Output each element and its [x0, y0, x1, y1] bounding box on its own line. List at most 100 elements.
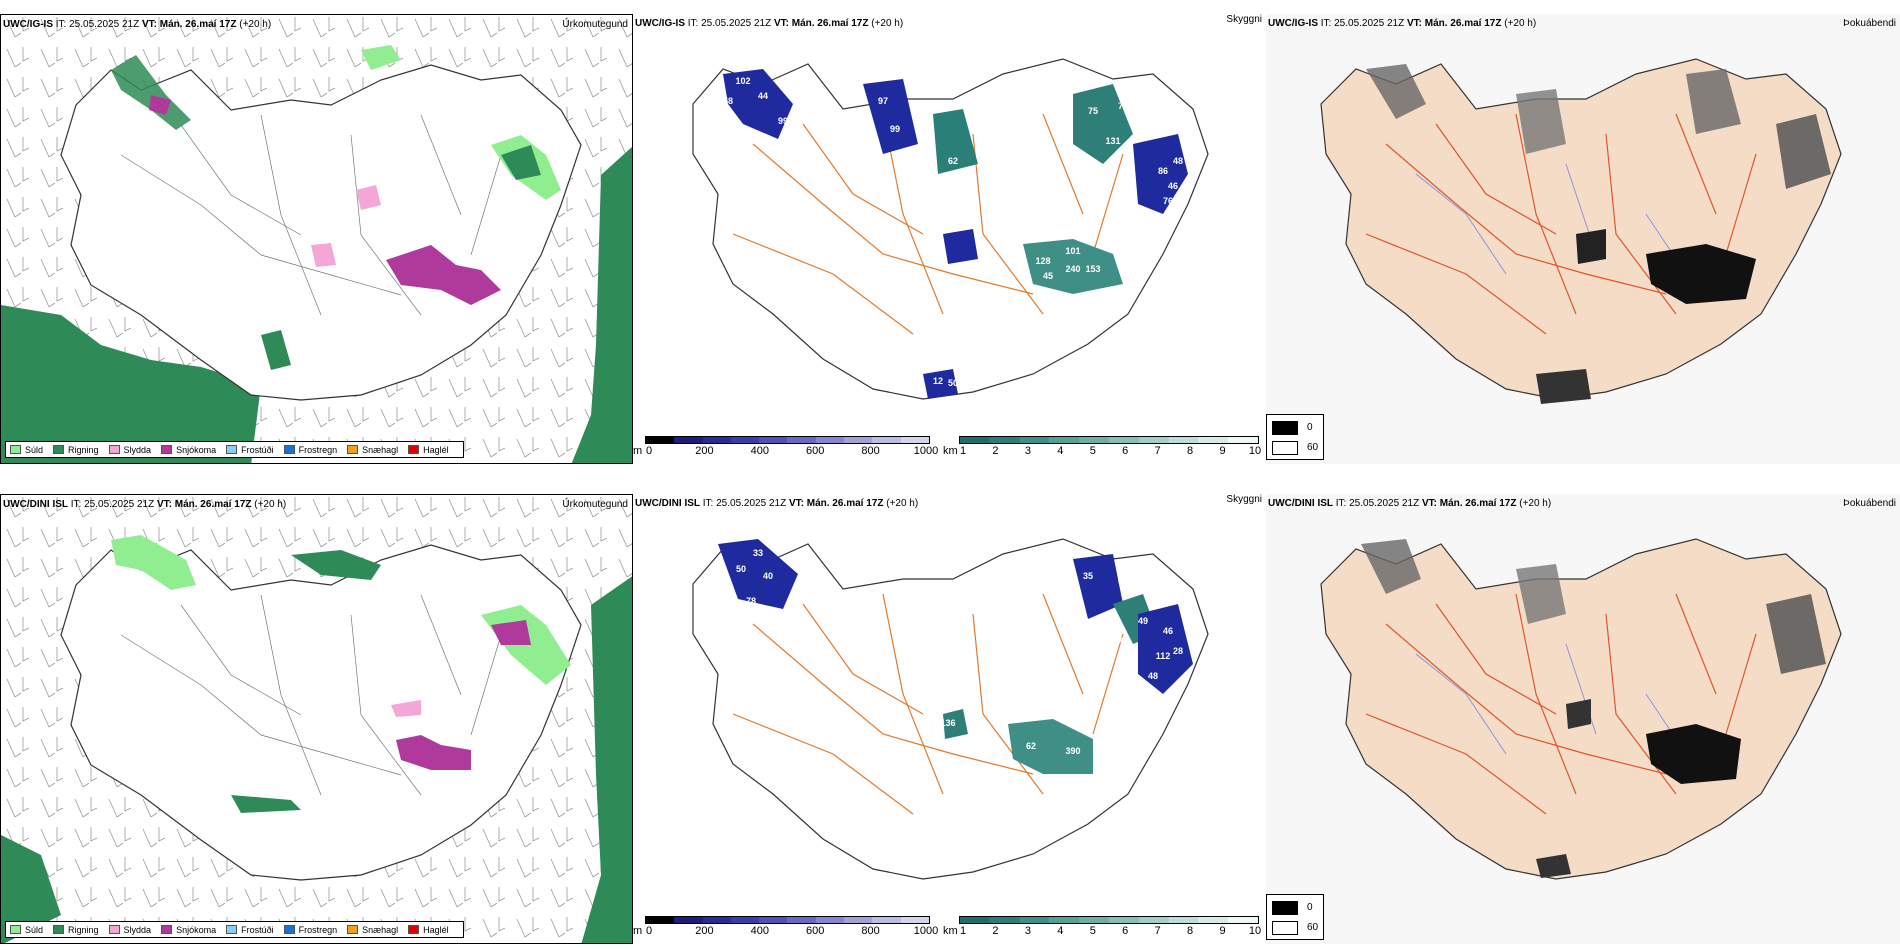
colorbar-tick-label: 400 [750, 925, 769, 937]
legend-swatch [347, 925, 359, 934]
cloud-height-label: 78 [746, 596, 756, 606]
cloud-height-label: 79 [1118, 101, 1128, 111]
legend-swatch [408, 445, 420, 454]
fog-title-row2: Þokuábendi [1843, 498, 1896, 509]
legend-item: Frostregn [283, 445, 337, 455]
colorbar-bin [787, 917, 816, 923]
legend-swatch [53, 925, 65, 934]
cloud-height-label: 50 [736, 564, 746, 574]
legend-swatch [161, 445, 173, 454]
colorbar-unit: km [943, 925, 958, 937]
colorbar-tick-label: 200 [695, 445, 714, 457]
colorbar-tick-label: 0 [645, 925, 653, 937]
cloud-height-label: 69 [1123, 156, 1133, 166]
colorbar-tick-label: 800 [861, 445, 880, 457]
colorbar-tick-label: 5 [1089, 445, 1096, 457]
cloud-height-label: 99 [778, 116, 788, 126]
cloud-height-label: 33 [753, 548, 763, 558]
cloud-height-label: 45 [1043, 271, 1053, 281]
colorbar-tick-label: 600 [806, 445, 825, 457]
cloud-height-label: 76 [1163, 196, 1173, 206]
colorbar-bin [759, 437, 788, 443]
colorbar-bin [1049, 437, 1080, 443]
cloud-height-label: 46 [1163, 626, 1173, 636]
colorbar-unit: m [633, 925, 643, 937]
colorbar-tick-label: 7 [1154, 445, 1161, 457]
colorbar-tick-label: 400 [750, 445, 769, 457]
precip-legend-row2: Súld Rigning Slydda Snjókoma Frostúði Fr… [5, 921, 464, 938]
colorbar-bin [1138, 917, 1169, 923]
colorbar-bin [1108, 917, 1139, 923]
visibility-colorbar-row2: km 1 2 3 4 5 6 7 8 9 10 [943, 916, 1263, 944]
legend-item: Frostúði [226, 925, 274, 935]
cloud-height-label: 102 [735, 76, 750, 86]
precip-panel-row2: UWC/DINI ISL IT: 25.05.2025 21Z VT: Mán.… [0, 494, 633, 944]
colorbar-bin [872, 917, 901, 923]
colorbar-tick-label: 4 [1057, 445, 1064, 457]
colorbar-tick-label: 9 [1219, 925, 1226, 937]
fog-legend-label-60: 60 [1307, 442, 1319, 453]
cloud-height-label: 62 [948, 156, 958, 166]
fog-map-row2 [1266, 494, 1900, 944]
colorbar-bin [759, 917, 788, 923]
colorbar-strip [959, 916, 1259, 924]
cloud-height-label: 99 [890, 124, 900, 134]
colorbar-tick-label: 3 [1024, 445, 1031, 457]
colorbar-bin [702, 437, 731, 443]
cloud-height-label: 40 [763, 571, 773, 581]
precip-header-row1: UWC/IG-IS IT: 25.05.2025 21Z VT: Mán. 26… [3, 19, 272, 30]
colorbar-bin [787, 437, 816, 443]
cloud-height-label: 28 [1173, 646, 1183, 656]
colorbar-bin [989, 917, 1020, 923]
colorbar-bin [1019, 437, 1050, 443]
fog-legend-row2: 0 60 [1266, 894, 1324, 940]
fog-title-row1: Þokuábendi [1843, 18, 1896, 29]
fog-header-row2: UWC/DINI ISL IT: 25.05.2025 21Z VT: Mán.… [1268, 498, 1552, 509]
colorbar-tick-label: 1000 [913, 925, 939, 937]
height-colorbar-row2: m 0 200 400 600 800 1000 [633, 916, 938, 944]
cloud-height-label: 46 [1168, 181, 1178, 191]
colorbar-bin [900, 917, 929, 923]
colorbar-ticks: 0 200 400 600 800 1000 [645, 445, 938, 459]
cloud-height-label: 131 [1105, 136, 1120, 146]
colorbar-tick-label: 5 [1089, 925, 1096, 937]
colorbar-tick-label: 1000 [913, 445, 939, 457]
colorbar-bin [900, 437, 929, 443]
colorbar-ticks: 1 2 3 4 5 6 7 8 9 10 [959, 925, 1261, 939]
colorbar-strip [645, 916, 930, 924]
legend-swatch [10, 925, 21, 934]
cloud-height-label: 69 [1118, 576, 1128, 586]
legend-swatch [226, 445, 238, 454]
cloud-header-row1: UWC/IG-IS IT: 25.05.2025 21Z VT: Mán. 26… [635, 18, 904, 29]
legend-item: Haglél [408, 925, 449, 935]
cloud-height-label: 13 [1113, 246, 1123, 256]
colorbar-tick-label: 0 [645, 445, 653, 457]
fog-legend-label-60: 60 [1307, 922, 1319, 933]
cloud-height-label: 112 [1156, 651, 1171, 661]
legend-item: Súld [10, 445, 43, 455]
cloud-height-label: 61 [1120, 636, 1130, 646]
legend-item: Snjókoma [161, 445, 216, 455]
precip-panel-row1: UWC/IG-IS IT: 25.05.2025 21Z VT: Mán. 26… [0, 14, 633, 464]
legend-swatch [161, 925, 173, 934]
cloud-height-label: 231 [1025, 231, 1040, 241]
legend-item: Snæhagl [347, 925, 398, 935]
colorbar-tick-label: 2 [992, 445, 999, 457]
legend-item: Slydda [108, 445, 151, 455]
colorbar-tick-label: 600 [806, 925, 825, 937]
colorbar-tick-label: 8 [1187, 445, 1194, 457]
cloud-height-label: 20 [958, 171, 968, 181]
cloud-height-label: 86 [1158, 166, 1168, 176]
fog-legend-swatch-60 [1272, 441, 1298, 455]
cloud-height-label: 153 [1085, 264, 1100, 274]
cloud-height-label: 62 [1026, 741, 1036, 751]
colorbar-bin [1168, 437, 1199, 443]
cloud-header-row2: UWC/DINI ISL IT: 25.05.2025 21Z VT: Mán.… [635, 498, 919, 509]
legend-item: Snjókoma [161, 925, 216, 935]
colorbar-bin [1108, 437, 1139, 443]
colorbar-tick-label: 2 [992, 925, 999, 937]
cloud-height-label: 49 [1138, 616, 1148, 626]
legend-item: Slydda [108, 925, 151, 935]
